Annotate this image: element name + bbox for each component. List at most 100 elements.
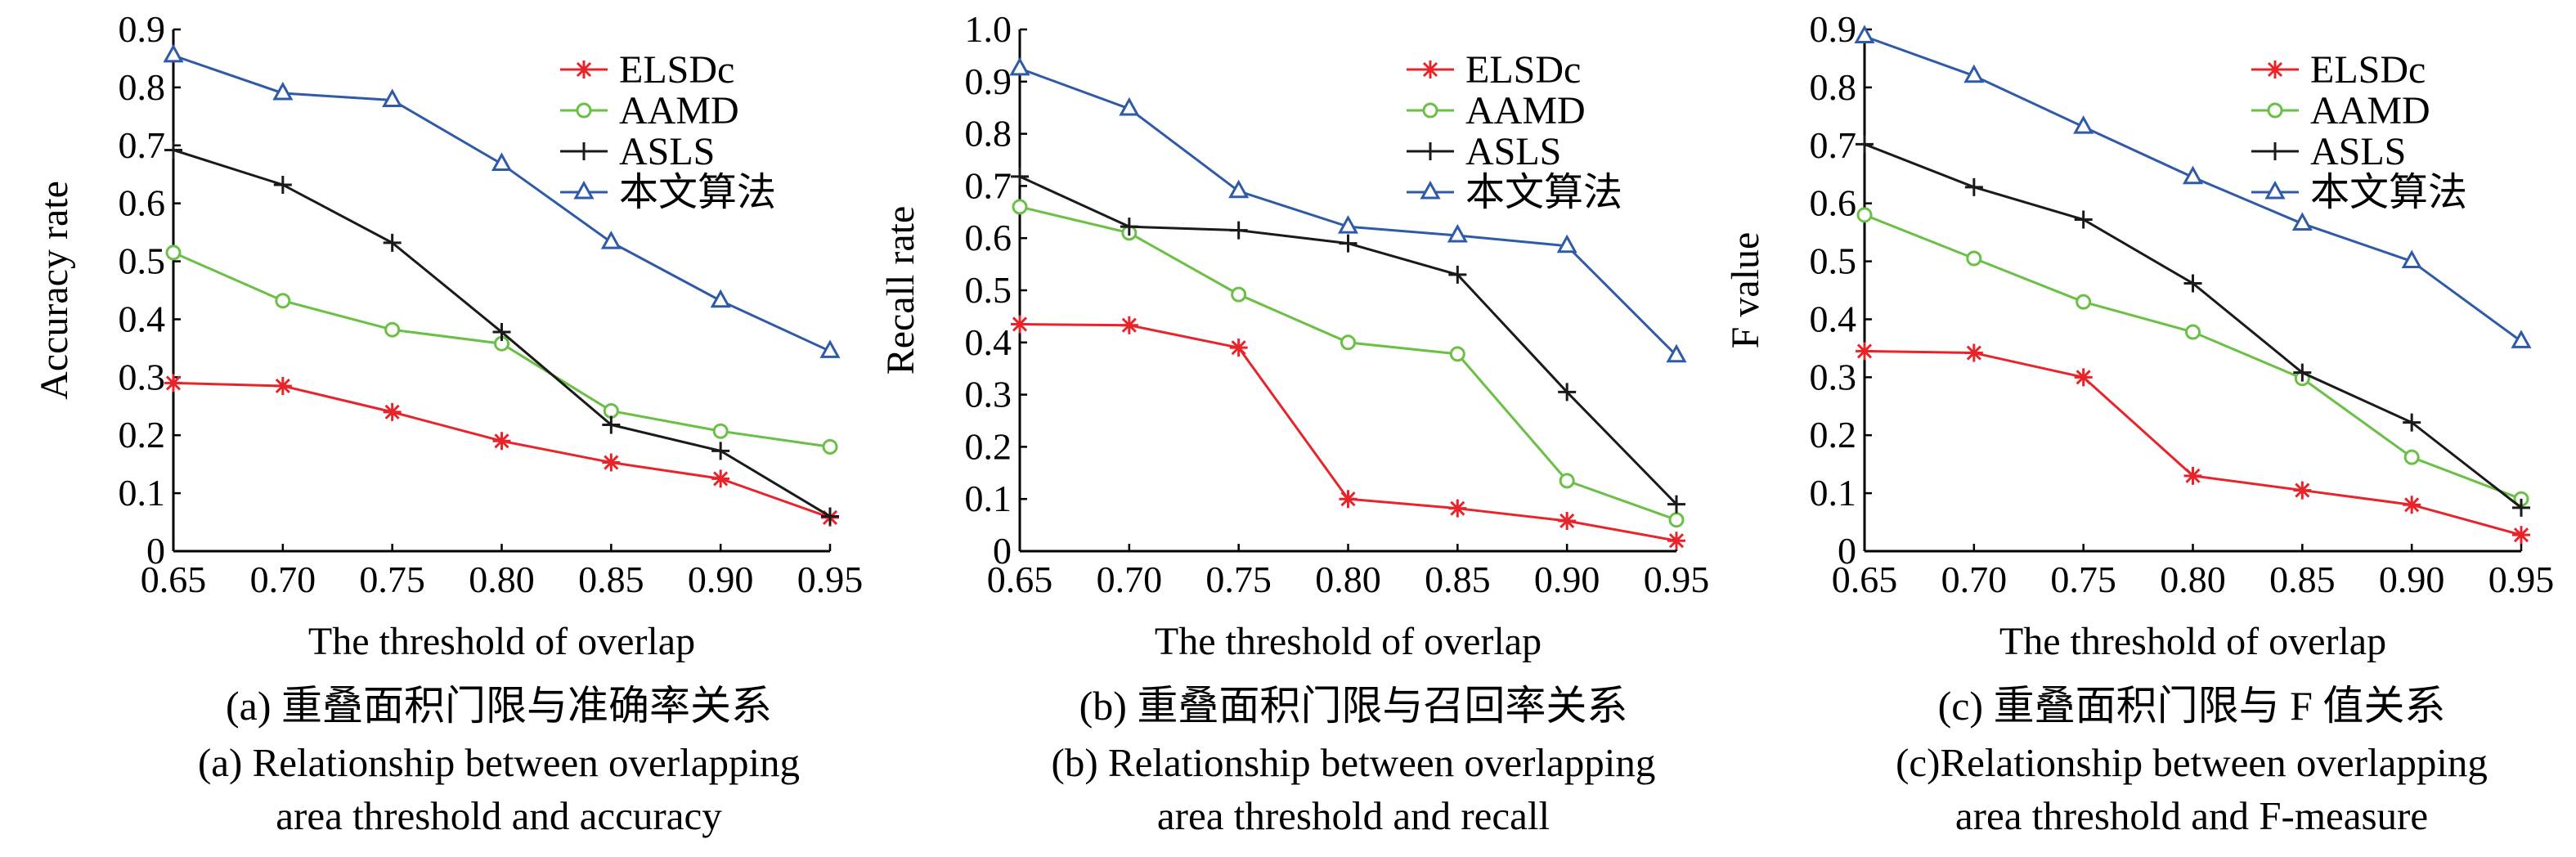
chart-a-y-tick-label: 0.5 (119, 240, 166, 282)
chart-c-data-point (1966, 250, 1982, 267)
chart-c-data-point (2073, 115, 2094, 134)
chart-c-data-point (1856, 342, 1874, 361)
chart-b-data-point (1229, 221, 1248, 240)
chart-a-legend-marker (575, 61, 593, 79)
panel-a-caption-en-line2: area threshold and accuracy (276, 793, 722, 838)
chart-c-y-tick-label: 0.2 (1810, 414, 1857, 455)
chart-c-legend-marker (2266, 142, 2284, 160)
chart-a-x-tick-label: 0.95 (797, 559, 864, 600)
chart-b-y-tick-label: 0.6 (965, 217, 1012, 258)
chart-a-data-point (711, 442, 730, 460)
chart-b-x-tick-label: 0.80 (1315, 559, 1381, 600)
chart-b-data-point (1011, 167, 1029, 186)
chart-b-x-tick-label: 0.85 (1425, 559, 1491, 600)
chart-a-legend-marker (573, 180, 595, 200)
chart-c-y-tick-label: 0.3 (1810, 356, 1857, 397)
chart-b-data-point (1666, 343, 1687, 363)
chart-c-data-point (2074, 368, 2093, 387)
chart-b-data-point (1120, 218, 1138, 236)
chart-a-y-tick-label: 0.6 (119, 182, 166, 224)
chart-b-data-point (1448, 499, 1467, 518)
chart-b-x-tick-label: 0.65 (987, 559, 1053, 600)
panel-a-caption-zh: (a) 重叠面积门限与准确率关系 (226, 683, 772, 729)
chart-b-data-point (1668, 512, 1685, 528)
chart-a-series-line (173, 381, 831, 519)
chart-a-data-point (712, 423, 729, 439)
chart-b-data-point (1340, 334, 1356, 351)
chart-a-data-point (272, 81, 294, 101)
chart-b-data-point (1012, 199, 1028, 215)
chart-c-y-tick-label: 0.4 (1810, 298, 1857, 339)
panel-c-caption-en-line1: (c)Relationship between overlapping (1896, 740, 2488, 785)
panel-b-caption-zh: (b) 重叠面积门限与召回率关系 (1079, 683, 1628, 729)
chart-c-data-point (1856, 135, 1874, 154)
chart-a-y-tick-label: 0.3 (119, 356, 166, 397)
chart-b-data-point (1337, 215, 1359, 234)
chart-c-y-tick-label: 0.6 (1810, 182, 1857, 224)
chart-c-data-point (2401, 249, 2422, 269)
chart-c-legend-label: ELSDc (2310, 48, 2426, 92)
chart-b-y-tick-label: 0.3 (965, 374, 1012, 415)
chart-b-y-tick-label: 0.1 (965, 478, 1012, 519)
chart-c-data-point (2076, 294, 2092, 310)
chart-c-y-tick-label: 0.8 (1810, 66, 1857, 108)
chart-b-y-tick-label: 0.7 (965, 164, 1012, 206)
chart-a-data-point (273, 175, 292, 194)
chart-b-data-point (1558, 511, 1577, 530)
chart-c-x-tick-label: 0.70 (1941, 559, 2008, 600)
chart-a-data-point (602, 453, 621, 472)
chart-a-data-point (164, 374, 182, 393)
chart-a-y-tick-label: 0.1 (119, 472, 166, 514)
chart-a-y-tick-label: 0.2 (119, 414, 166, 455)
chart-a-y-axis-label: Accuracy rate (33, 181, 76, 400)
chart-a-x-tick-label: 0.70 (250, 559, 316, 600)
chart-b-legend-marker (1421, 61, 1439, 79)
chart-b-x-tick-label: 0.70 (1097, 559, 1163, 600)
chart-c-data-point (2293, 481, 2312, 500)
chart-b-y-tick-label: 0 (993, 530, 1012, 572)
chart-b-x-tick-label: 0.95 (1644, 559, 1710, 600)
chart-b-data-point (1667, 495, 1685, 514)
chart-a-data-point (273, 376, 292, 395)
chart-a-data-point (492, 432, 511, 451)
chart-c-x-tick-label: 0.95 (2488, 559, 2555, 600)
chart-a-y-tick-label: 0.8 (119, 66, 166, 108)
chart-c-data-point (1964, 343, 1983, 362)
chart-c-y-tick-label: 0.5 (1810, 240, 1857, 282)
chart-c-data-point (2183, 466, 2202, 485)
chart-b-legend-marker (1422, 102, 1438, 119)
panel-a-caption: (a) 重叠面积门限与准确率关系 (a) Relationship betwee… (106, 685, 891, 836)
chart-a-data-point (383, 402, 402, 421)
panel-b-caption: (b) 重叠面积门限与召回率关系 (b) Relationship betwee… (961, 685, 1746, 836)
chart-b-data-point (1558, 383, 1577, 402)
chart-c-legend-label: 本文算法 (2310, 171, 2467, 214)
chart-b-series-line (1019, 322, 1677, 542)
chart-a-data-point (163, 43, 184, 63)
panel-b-caption-en-line2: area threshold and recall (1156, 793, 1551, 838)
chart-b-data-point (1229, 339, 1248, 357)
chart-a-x-axis-label: The threshold of overlap (308, 620, 695, 663)
chart-a-y-tick-label: 0.9 (119, 8, 166, 50)
chart-a-legend-label: 本文算法 (619, 171, 776, 214)
chart-c-data-point (2511, 330, 2532, 348)
chart-a-y-tick-label: 0.7 (119, 124, 166, 166)
chart-b-x-axis-label: The threshold of overlap (1155, 620, 1542, 663)
chart-a-x-tick-label: 0.80 (469, 559, 535, 600)
chart-c-data-point (2183, 274, 2202, 293)
chart-a-data-point (164, 141, 182, 159)
chart-b-data-point (1448, 265, 1467, 284)
chart-c-y-tick-label: 0.1 (1810, 472, 1857, 514)
chart-c-legend-marker (2264, 180, 2286, 200)
chart-a-x-tick-label: 0.65 (141, 559, 207, 600)
chart-b-data-point (1231, 286, 1247, 303)
chart-a-data-point (603, 402, 619, 419)
chart-b-y-tick-label: 1.0 (965, 8, 1012, 50)
chart-a-data-point (819, 339, 841, 358)
chart-b-series-line (1019, 205, 1677, 522)
chart-c-data-point (2403, 449, 2420, 465)
chart-c-x-tick-label: 0.75 (2050, 559, 2116, 600)
panel-c-caption-en-line2: area threshold and F-measure (1954, 793, 2429, 838)
chart-c-x-tick-label: 0.90 (2379, 559, 2445, 600)
chart-c-y-tick-label: 0.9 (1810, 8, 1857, 50)
